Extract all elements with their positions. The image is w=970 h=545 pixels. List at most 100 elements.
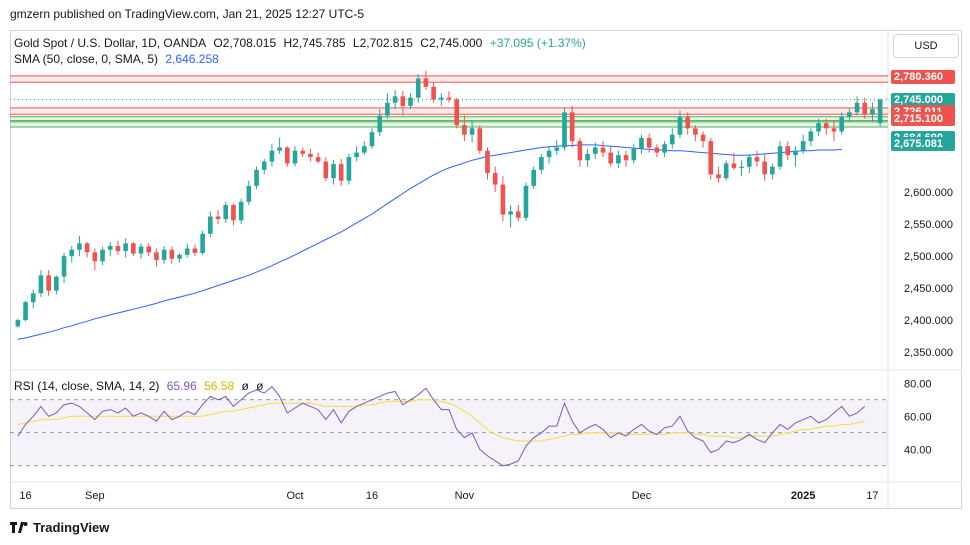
candle-body — [554, 147, 560, 151]
time-tick-label: 16 — [19, 490, 31, 502]
candle-body — [577, 141, 583, 161]
candle-body — [639, 137, 644, 149]
candle-body — [246, 185, 252, 202]
candle-body — [754, 157, 760, 162]
candle-body — [315, 157, 321, 162]
tradingview-logo-icon — [10, 522, 28, 533]
candle-body — [38, 275, 44, 294]
candle-body — [400, 96, 406, 106]
candle-body — [762, 161, 767, 175]
candle-body — [800, 141, 806, 151]
price-tag: 2,715.100 — [891, 111, 955, 126]
candle-body — [184, 248, 190, 255]
candle-body — [862, 102, 868, 115]
candle-body — [585, 153, 590, 161]
candle-body — [608, 152, 613, 164]
candle-body — [446, 97, 452, 100]
price-tick-label: 2,450.000 — [904, 283, 953, 295]
candle-body — [292, 150, 298, 164]
zone-3 — [10, 121, 888, 128]
candle-body — [808, 131, 814, 142]
candle-body — [54, 276, 59, 291]
candle-body — [562, 112, 567, 148]
rsi-ma-line — [17, 399, 865, 442]
candle-body — [700, 134, 706, 142]
candle-body — [454, 99, 460, 126]
candle-body — [138, 246, 144, 254]
candle-body — [685, 116, 690, 129]
tradingview-footer[interactable]: TradingView — [10, 520, 109, 535]
candle-body — [15, 320, 21, 327]
candle-body — [600, 147, 606, 153]
candle-body — [362, 146, 367, 153]
candle-body — [123, 243, 128, 252]
candle-body — [208, 216, 213, 234]
zone-2 — [10, 116, 888, 121]
chart-frame — [10, 30, 962, 509]
candle-body — [847, 112, 852, 117]
candle-body — [369, 132, 375, 147]
low-value: L2,702.815 — [352, 36, 413, 50]
candle-body — [277, 147, 282, 151]
candle-body — [723, 163, 729, 179]
time-tick-label: 17 — [866, 490, 878, 502]
candle-body — [693, 128, 698, 135]
candle-body — [385, 102, 390, 116]
candle-body — [508, 211, 513, 215]
price-tick-label: 2,600.000 — [904, 187, 953, 199]
candle-body — [623, 155, 629, 161]
zone-0 — [10, 75, 888, 83]
symbol-label[interactable]: Gold Spot / U.S. Dollar, 1D, OANDA — [14, 36, 207, 50]
candle-body — [100, 249, 105, 262]
candle-body — [23, 302, 28, 321]
candle-body — [77, 243, 82, 250]
time-tick-label: Nov — [455, 490, 475, 502]
zone-1 — [10, 107, 888, 115]
rsi-line — [17, 385, 866, 467]
rsi-value: 65.96 — [166, 379, 197, 393]
candle-body — [107, 245, 113, 250]
candle-body — [839, 116, 844, 132]
candle-body — [739, 166, 744, 168]
candle-body — [662, 144, 667, 153]
candle-body — [377, 115, 383, 133]
rsi-label[interactable]: RSI (14, close, SMA, 14, 2) — [14, 379, 160, 393]
candle-body — [231, 205, 236, 221]
candle-body — [423, 78, 429, 87]
candle-body — [500, 184, 506, 215]
change-value: +37.095 (+1.37%) — [489, 36, 586, 50]
rsi-extra-2: ø — [256, 379, 264, 393]
rsi-tick-label: 40.00 — [904, 444, 932, 456]
candle-body — [392, 96, 398, 103]
candle-body — [285, 147, 290, 164]
candle-body — [592, 147, 598, 154]
candle-body — [831, 128, 837, 132]
candle-body — [631, 148, 637, 161]
price-tick-label: 2,350.000 — [904, 347, 953, 359]
candle-body — [877, 99, 883, 124]
candle-body — [438, 97, 444, 100]
candle-body — [223, 205, 229, 220]
candle-body — [492, 173, 498, 185]
price-tick-label: 2,500.000 — [904, 251, 953, 263]
candle-body — [61, 256, 67, 277]
candle-body — [708, 141, 714, 175]
close-value: C2,745.000 — [420, 36, 483, 50]
candle-body — [131, 243, 136, 254]
candle-body — [300, 150, 306, 154]
currency-button[interactable]: USD — [893, 34, 959, 58]
candle-body — [539, 157, 544, 170]
candle-body — [469, 128, 475, 135]
candle-body — [69, 249, 75, 257]
candle-body — [485, 150, 490, 174]
time-tick-label: Oct — [286, 490, 303, 502]
rsi-tick-label: 80.00 — [904, 378, 932, 390]
sma-label[interactable]: SMA (50, close, 0, SMA, 5) — [14, 52, 159, 66]
candle-body — [431, 86, 436, 100]
candle-body — [215, 216, 221, 220]
sma-line — [17, 144, 842, 340]
sma-value: 2,646.258 — [165, 52, 219, 66]
candle-body — [338, 164, 344, 181]
candle-body — [716, 174, 721, 179]
